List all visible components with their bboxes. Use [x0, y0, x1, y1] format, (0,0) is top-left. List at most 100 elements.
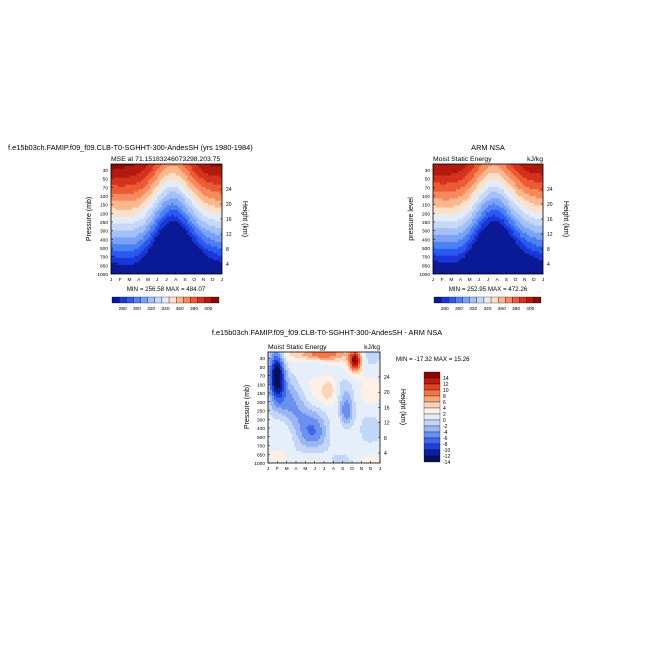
field-cell — [446, 219, 450, 222]
x-tick-label: A — [496, 277, 500, 283]
field-cell — [522, 184, 526, 188]
field-cell — [433, 271, 436, 274]
field-cell — [187, 175, 191, 179]
field-cell — [471, 177, 475, 181]
field-cell — [485, 200, 489, 204]
field-cell — [180, 221, 184, 225]
field-cell — [462, 193, 466, 197]
field-cell — [449, 267, 452, 271]
field-cell — [533, 237, 537, 241]
field-cell — [143, 253, 147, 257]
field-cell — [517, 260, 521, 264]
colorbar-box — [118, 296, 127, 304]
field-cell — [161, 200, 165, 204]
field-cell — [270, 355, 273, 359]
field-cell — [474, 198, 478, 202]
field-cell — [510, 244, 514, 248]
field-cell — [166, 164, 170, 167]
field-cell — [453, 209, 457, 213]
field-cell — [270, 451, 273, 454]
field-cell — [442, 255, 446, 259]
field-cell — [465, 180, 468, 183]
field-cell — [538, 173, 542, 177]
field-cell — [215, 232, 218, 236]
field-cell — [513, 241, 517, 245]
field-cell — [208, 264, 212, 268]
field-cell — [191, 198, 195, 202]
field-cell — [191, 212, 195, 216]
field-cell — [122, 166, 126, 170]
field-cell — [122, 221, 126, 225]
field-cell — [490, 239, 494, 243]
field-cell — [462, 239, 466, 243]
field-cell — [194, 189, 198, 193]
field-cell — [187, 267, 191, 271]
field-cell — [115, 232, 119, 236]
field-cell — [446, 216, 450, 220]
field-cell — [526, 173, 530, 177]
field-cell — [138, 230, 142, 234]
field-cell — [268, 457, 271, 460]
field-cell — [453, 214, 457, 218]
field-cell — [136, 232, 140, 236]
field-cell — [474, 207, 478, 211]
field-cell — [460, 230, 464, 234]
field-cell — [435, 235, 439, 238]
field-cell — [175, 164, 179, 167]
field-cell — [203, 269, 207, 273]
field-cell — [191, 253, 195, 257]
field-cell — [494, 269, 498, 273]
field-cell — [154, 269, 158, 273]
field-cell — [272, 381, 275, 385]
field-cell — [208, 230, 212, 234]
field-cell — [191, 202, 195, 206]
field-cell — [205, 253, 209, 257]
field-cell — [515, 175, 519, 179]
field-cell — [166, 200, 170, 204]
field-cell — [122, 223, 126, 227]
field-cell — [526, 271, 530, 274]
field-cell — [208, 205, 212, 209]
field-cell — [189, 164, 193, 167]
field-cell — [185, 267, 188, 271]
field-cell — [148, 246, 151, 250]
field-cell — [526, 244, 530, 248]
field-cell — [439, 202, 443, 206]
field-cell — [490, 189, 494, 193]
field-cell — [201, 198, 205, 202]
field-cell — [465, 196, 468, 199]
field-cell — [131, 180, 135, 183]
field-cell — [157, 189, 161, 193]
field-cell — [143, 193, 147, 197]
field-cell — [536, 205, 540, 209]
field-cell — [196, 168, 200, 172]
field-cell — [185, 205, 188, 209]
field-cell — [212, 264, 216, 268]
field-cell — [524, 232, 528, 236]
field-cell — [474, 257, 478, 261]
field-cell — [274, 352, 277, 355]
field-cell — [474, 228, 478, 232]
field-cell — [433, 257, 436, 261]
field-cell — [444, 193, 448, 197]
field-cell — [533, 253, 537, 257]
field-cell — [203, 191, 207, 195]
field-cell — [164, 200, 168, 204]
field-cell — [522, 216, 526, 220]
field-cell — [145, 182, 149, 186]
field-cell — [143, 189, 147, 193]
field-cell — [215, 239, 218, 243]
field-cell — [469, 269, 473, 273]
field-cell — [435, 271, 439, 274]
field-cell — [272, 413, 275, 417]
field-cell — [526, 196, 530, 199]
field-cell — [115, 168, 119, 172]
field-cell — [462, 241, 466, 245]
field-cell — [208, 191, 212, 195]
field-cell — [157, 166, 161, 170]
field-cell — [180, 257, 184, 261]
field-cell — [205, 239, 209, 243]
field-cell — [117, 205, 121, 209]
field-cell — [538, 269, 542, 273]
field-cell — [124, 177, 128, 181]
